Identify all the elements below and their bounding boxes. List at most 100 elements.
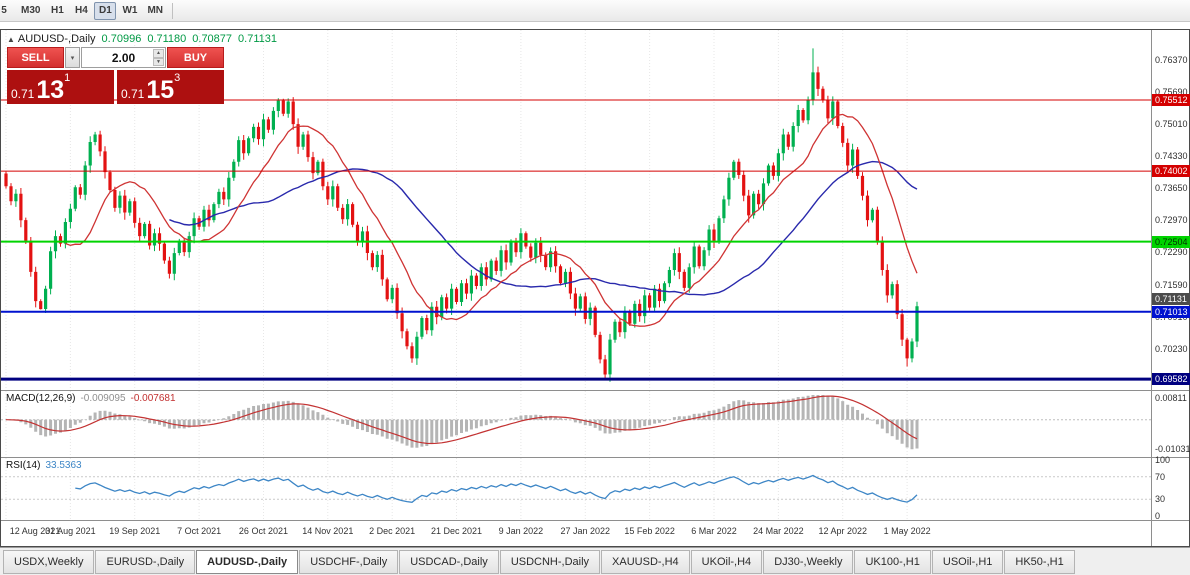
rsi-separator [1,457,1189,458]
volume-value: 2.00 [111,50,136,65]
bid-price-display[interactable]: 0.71 13 1 [7,70,114,104]
chart-symbol-label: AUDUSD-,Daily [17,33,96,45]
symbol-tab-usdx-weekly[interactable]: USDX,Weekly [3,550,95,574]
price-axis-label: 0.73650 [1155,182,1188,193]
timeframe-button-h1[interactable]: H1 [51,5,64,16]
ask-price-pips: 15 [146,75,175,104]
rsi-value: 33.5363 [45,460,82,471]
symbol-tab-xauusd-h4[interactable]: XAUUSD-,H4 [601,550,690,574]
chart-window: ▲ AUDUSD-,Daily 0.70996 0.71180 0.70877 0.711… [0,29,1190,547]
macd-panel: MACD(12,26,9) -0.009095 -0.007681 [1,391,1151,457]
symbol-tab-uk100-h1[interactable]: UK100-,H1 [854,550,931,574]
price-level-badge: 0.75512 [1152,94,1190,107]
date-axis-label: 9 Jan 2022 [498,526,544,536]
timeframe-toolbar: 5 M30 H1 H4 D1 W1 MN [0,0,1190,22]
macd-axis-max-label: 0.00811 [1155,393,1187,403]
price-axis-label: 0.71590 [1155,279,1188,290]
symbol-tab-usoil-h1[interactable]: USOil-,H1 [931,550,1004,574]
macd-signal-value: -0.007681 [130,393,176,404]
slow-moving-average-line [169,160,918,296]
rsi-line [75,474,918,503]
date-axis-label: 24 Mar 2022 [753,526,804,536]
bid-price-point: 1 [64,72,71,84]
symbol-tab-hk50-h1[interactable]: HK50-,H1 [1004,550,1075,574]
price-axis-label: 0.76370 [1155,54,1188,65]
date-axis-label: 2 Dec 2021 [369,526,416,536]
timeframe-button-w1[interactable]: W1 [122,5,138,16]
price-level-badge: 0.72504 [1152,235,1190,248]
date-axis-label: 12 Aug 2021 [9,526,61,536]
price-axis[interactable]: 0.00811 -0.01031 0.76370 0.75690 0.75010 0.… [1151,30,1190,546]
symbol-tab-ukoil-h4[interactable]: UKOil-,H4 [690,550,763,574]
current-price-badge: 0.71131 [1152,293,1190,306]
ask-price-prefix: 0.71 [121,86,145,101]
rsi-axis-label: 30 [1155,494,1166,505]
rsi-axis-label: 70 [1155,471,1166,482]
ohlc-high: 0.71180 [147,33,187,45]
price-axis-label: 0.72290 [1155,246,1188,257]
date-axis-label: 12 Apr 2022 [818,526,867,536]
date-axis-label: 19 Sep 2021 [109,526,161,536]
toolbar-separator [172,2,174,19]
symbol-tab-usdcnh-daily[interactable]: USDCNH-,Daily [499,550,601,574]
price-axis-label: 0.74330 [1155,150,1188,161]
price-level-badge: 0.71013 [1152,305,1190,318]
chevron-down-icon: ▾ [70,54,75,62]
symbol-tabbar: USDX,Weekly EURUSD-,Daily AUDUSD-,Daily USD… [0,547,1190,575]
rsi-axis-label: 100 [1155,455,1171,465]
timeframe-button-h4[interactable]: H4 [75,5,88,16]
symbol-tab-eurusd-daily[interactable]: EURUSD-,Daily [95,550,196,574]
timeframe-button-mn[interactable]: MN [147,5,164,16]
macd-axis-min-label: -0.01031 [1155,444,1190,454]
volume-input[interactable]: 2.00 ▲ ▼ [81,47,166,68]
symbol-tab-usdcad-daily[interactable]: USDCAD-,Daily [399,550,499,574]
volume-stepper: ▲ ▼ [153,49,164,66]
ask-price-display[interactable]: 0.71 15 3 [117,70,224,104]
price-level-badge: 0.69582 [1152,373,1190,386]
fast-moving-average-line [65,113,918,327]
ask-price-point: 3 [174,72,181,84]
buy-button[interactable]: BUY [167,47,224,68]
date-axis-label: 15 Feb 2022 [624,526,675,536]
price-axis-label: 0.75010 [1155,118,1188,129]
date-axis-label: 31 Aug 2021 [45,526,96,536]
spinner-up-icon[interactable]: ▲ [153,49,164,58]
main-chart-area[interactable]: ▲ AUDUSD-,Daily 0.70996 0.71180 0.70877 0.711… [1,30,1151,390]
vertical-gridlines [5,458,908,520]
sell-button[interactable]: SELL [7,47,64,68]
bid-price-prefix: 0.71 [11,86,35,101]
ohlc-close: 0.71131 [238,33,277,45]
volume-dropdown-button[interactable]: ▾ [65,47,80,68]
one-click-trade-panel: SELL ▾ 2.00 ▲ ▼ BUY 0.71 13 1 [7,47,224,104]
macd-label: MACD(12,26,9) -0.009095 -0.007681 [6,393,176,404]
timeframe-button-m30[interactable]: M30 [21,5,41,16]
timeframe-button-5[interactable]: 5 [1,5,7,16]
price-axis-label: 0.70230 [1155,343,1188,354]
vertical-gridlines [5,30,908,390]
symbol-tab-audusd-daily[interactable]: AUDUSD-,Daily [196,550,299,574]
date-axis-label: 27 Jan 2022 [560,526,611,536]
timeframe-button-d1[interactable]: D1 [94,1,117,20]
price-axis-label: 0.75690 [1155,86,1188,97]
macd-main-value: -0.009095 [80,393,126,404]
bid-price-pips: 13 [36,75,65,104]
macd-signal-line [5,395,918,445]
chart-shift-icon: ▲ [7,35,15,44]
macd-separator [1,390,1189,391]
price-level-badge: 0.74002 [1152,165,1190,178]
candlestick-chart [1,30,1151,390]
date-axis: 12 Aug 2021 31 Aug 2021 19 Sep 2021 7 Oct 2… [1,521,1151,546]
spinner-down-icon[interactable]: ▼ [153,57,164,66]
symbol-tab-dj30-weekly[interactable]: DJ30-,Weekly [763,550,854,574]
date-axis-label: 1 May 2022 [883,526,931,536]
date-axis-label: 14 Nov 2021 [302,526,354,536]
symbol-tab-usdchf-daily[interactable]: USDCHF-,Daily [299,550,399,574]
ohlc-low: 0.70877 [192,33,233,45]
rsi-chart [1,458,1151,520]
macd-chart [1,391,1151,457]
price-axis-label: 0.72970 [1155,214,1188,225]
macd-histogram [9,395,919,450]
rsi-panel: RSI(14) 33.5363 [1,458,1151,520]
date-axis-label: 26 Oct 2021 [238,526,288,536]
rsi-axis-label: 0 [1155,511,1161,521]
